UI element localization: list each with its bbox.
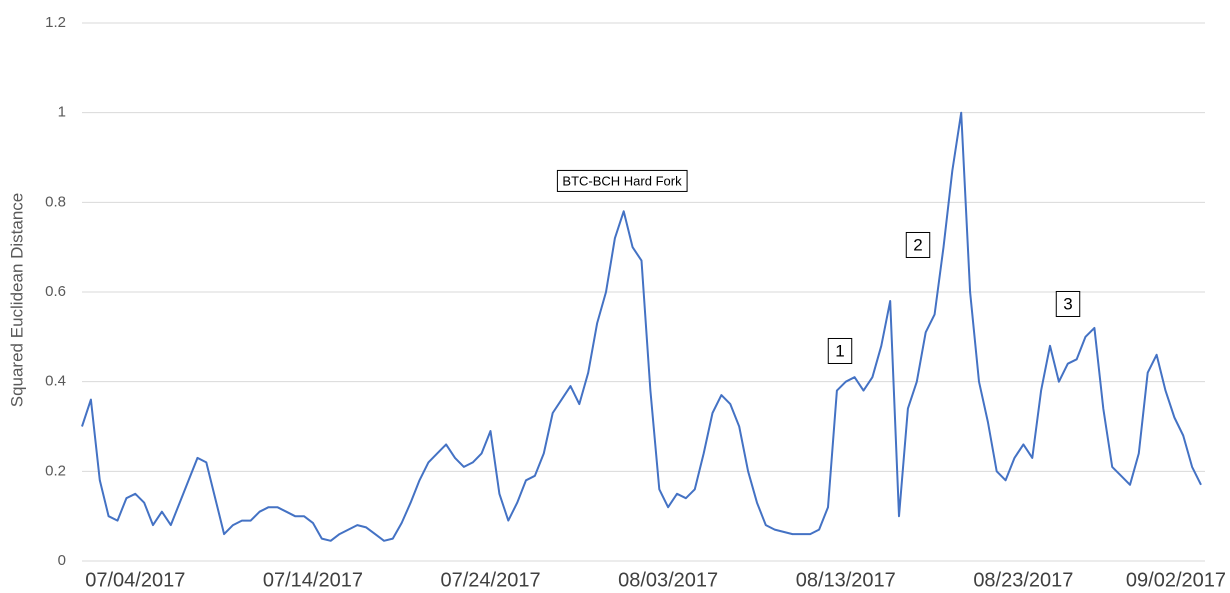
x-tick-label: 07/04/2017 bbox=[85, 569, 185, 591]
annotation-box bbox=[905, 231, 931, 258]
x-tick-label: 08/13/2017 bbox=[796, 569, 896, 591]
y-tick-label: 0 bbox=[58, 552, 66, 569]
annotation: BTC-BCH Hard Fork bbox=[562, 173, 682, 188]
y-tick-label: 0.8 bbox=[45, 193, 66, 210]
y-tick-label: 1 bbox=[58, 104, 66, 121]
x-tick-label: 07/14/2017 bbox=[263, 569, 363, 591]
x-tick-label: 07/24/2017 bbox=[440, 569, 540, 591]
annotation-box bbox=[1055, 290, 1081, 317]
data-line bbox=[81, 111, 1202, 542]
annotation-box bbox=[556, 169, 688, 192]
annotation: 2 bbox=[913, 235, 922, 254]
y-axis-label: Squared Euclidean Distance bbox=[7, 193, 26, 408]
x-tick-label: 08/23/2017 bbox=[973, 569, 1073, 591]
annotation: 1 bbox=[835, 341, 844, 360]
y-tick-label: 1.2 bbox=[45, 14, 66, 31]
x-tick-label: 08/03/2017 bbox=[618, 569, 718, 591]
y-tick-label: 0.4 bbox=[45, 373, 66, 390]
x-tick-label: 09/02/2017 bbox=[1126, 569, 1226, 591]
y-tick-label: 0.2 bbox=[45, 462, 66, 479]
y-tick-label: 0.6 bbox=[45, 283, 66, 300]
annotation: 3 bbox=[1063, 294, 1072, 313]
annotation-box bbox=[827, 337, 853, 364]
